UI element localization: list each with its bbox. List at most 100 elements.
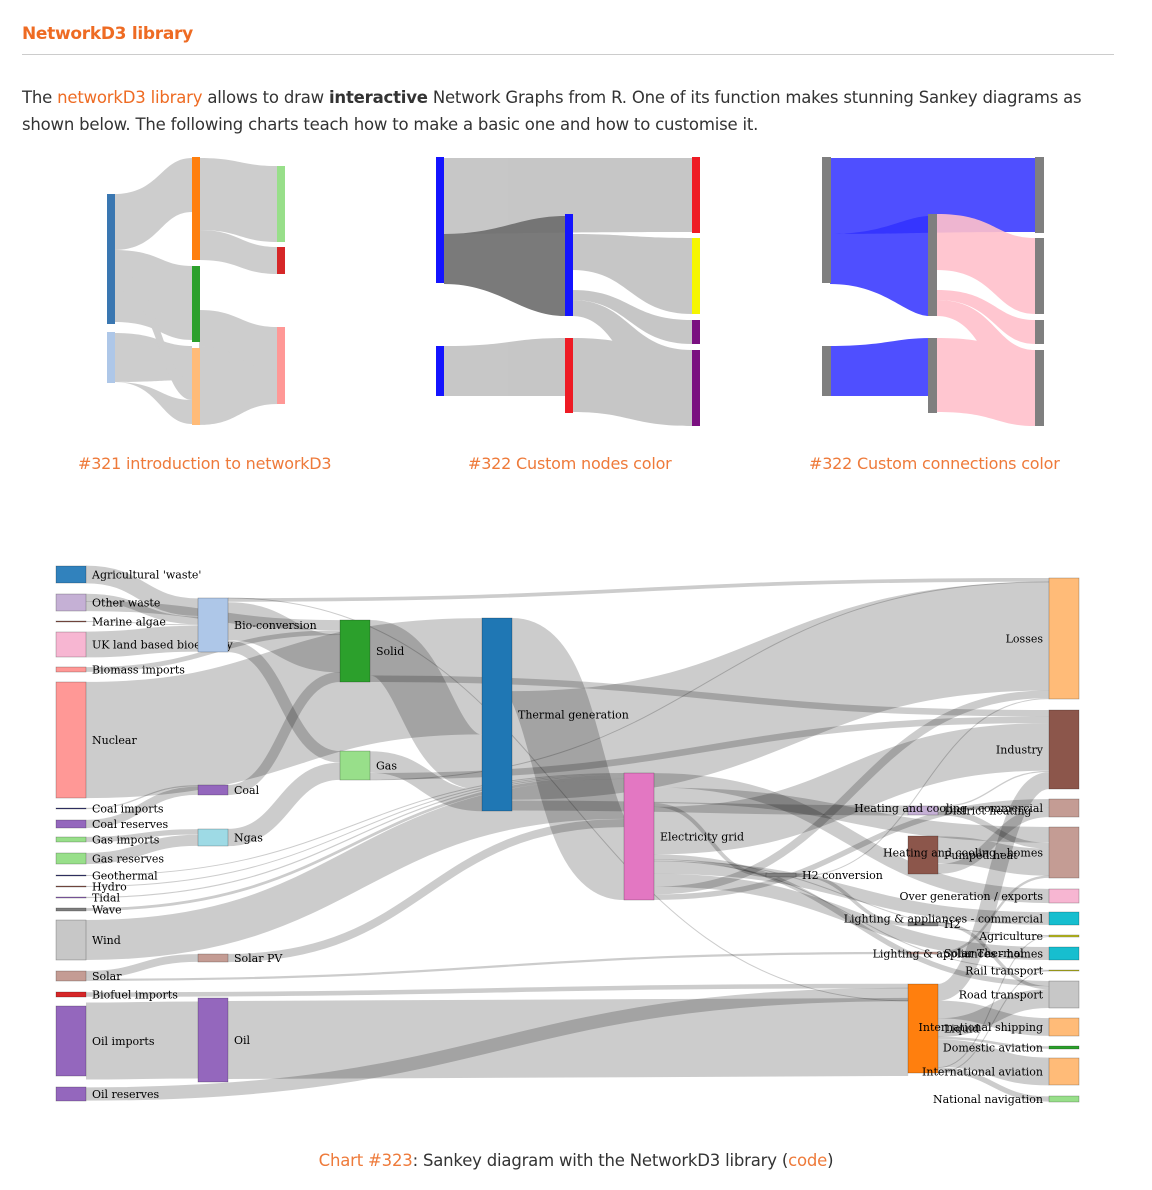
sankey-link[interactable] (653, 860, 1050, 971)
sankey-node-rect[interactable] (907, 805, 939, 816)
sankey-link[interactable] (85, 773, 625, 887)
sankey-node[interactable]: Thermal generation (481, 617, 629, 812)
sankey-node[interactable]: Solar (55, 970, 122, 983)
sankey-link[interactable] (937, 770, 1050, 808)
sankey-node-rect[interactable] (1048, 1017, 1080, 1037)
sankey-node-rect[interactable] (1048, 826, 1080, 879)
sankey-link[interactable] (653, 723, 1050, 855)
sankey-node-rect[interactable] (1048, 1057, 1080, 1086)
sankey-node-rect[interactable] (339, 750, 371, 781)
sankey-link[interactable] (227, 602, 341, 673)
sankey-node-rect[interactable] (1048, 798, 1080, 818)
sankey-node-rect[interactable] (907, 921, 939, 927)
sankey-link[interactable] (511, 581, 1050, 800)
sankey-node-rect[interactable] (1048, 888, 1080, 904)
sankey-link[interactable] (937, 1000, 1050, 1036)
sankey-node-rect[interactable] (1048, 1095, 1080, 1103)
sankey-node-rect[interactable] (1048, 577, 1080, 700)
sankey-node-rect[interactable] (339, 619, 371, 683)
sankey-node-rect[interactable] (55, 970, 87, 982)
thumbnail-322-nodes-link[interactable]: #322 Custom nodes color (468, 454, 672, 473)
sankey-node-rect[interactable] (197, 784, 229, 796)
sankey-node-rect[interactable] (1048, 1045, 1080, 1050)
sankey-node[interactable]: Agriculture (978, 930, 1080, 943)
sankey-node[interactable]: Oil (197, 997, 251, 1083)
sankey-node[interactable]: Liquid (907, 983, 980, 1074)
sankey-link[interactable] (85, 776, 625, 911)
sankey-node[interactable]: Gas reserves (55, 852, 164, 865)
sankey-node-rect[interactable] (55, 874, 87, 877)
sankey-node-rect[interactable] (765, 872, 797, 878)
sankey-link[interactable] (653, 859, 1050, 937)
sankey-node[interactable]: Hydro (55, 880, 127, 893)
sankey-node[interactable]: Domestic aviation (943, 1041, 1080, 1054)
sankey-node-rect[interactable] (55, 807, 87, 810)
sankey-node-rect[interactable] (907, 983, 939, 1074)
sankey-link[interactable] (937, 836, 1050, 876)
sankey-node-rect[interactable] (55, 907, 87, 912)
sankey-link[interactable] (653, 690, 1050, 895)
sankey-node-rect[interactable] (55, 565, 87, 584)
sankey-link[interactable] (369, 751, 483, 812)
sankey-node-rect[interactable] (1048, 969, 1080, 972)
sankey-node[interactable]: Heating and cooling - homes (883, 826, 1080, 879)
sankey-node[interactable]: Tidal (55, 891, 120, 904)
sankey-node-rect[interactable] (55, 1005, 87, 1077)
sankey-node-rect[interactable] (623, 772, 655, 901)
sankey-link[interactable] (937, 1036, 1050, 1049)
sankey-node[interactable]: Marine algae (55, 615, 166, 628)
sankey-node[interactable]: Biofuel imports (55, 988, 178, 1001)
sankey-link[interactable] (85, 834, 199, 865)
sankey-link[interactable] (366, 620, 486, 790)
sankey-link[interactable] (85, 1001, 199, 1080)
sankey-node[interactable]: Coal (197, 784, 260, 797)
sankey-node[interactable]: Solar PV (197, 952, 283, 965)
sankey-node-rect[interactable] (1048, 709, 1080, 790)
thumbnail-321-link[interactable]: #321 introduction to networkD3 (78, 454, 332, 473)
sankey-link[interactable] (937, 875, 1050, 955)
sankey-node-rect[interactable] (481, 617, 513, 812)
sankey-node[interactable]: Coal reserves (55, 818, 169, 831)
sankey-link[interactable] (85, 987, 909, 1101)
sankey-node[interactable]: Rail transport (965, 964, 1080, 977)
sankey-node[interactable]: Coal imports (55, 802, 164, 815)
sankey-link[interactable] (85, 983, 909, 997)
sankey-node[interactable]: Oil reserves (55, 1086, 159, 1102)
sankey-node[interactable]: Lighting & appliances - commercial (844, 911, 1080, 925)
thumbnail-322-nodes[interactable] (430, 150, 730, 435)
thumbnail-321[interactable] (100, 150, 400, 435)
sankey-node[interactable]: Gas imports (55, 833, 160, 846)
sankey-node[interactable]: District heating (907, 804, 1031, 817)
sankey-link[interactable] (85, 593, 199, 625)
sankey-link[interactable] (227, 997, 909, 1080)
sankey-link[interactable] (937, 936, 1050, 1069)
sankey-link[interactable] (227, 762, 341, 847)
sankey-node-rect[interactable] (197, 828, 229, 847)
sankey-node[interactable]: Wind (55, 919, 121, 961)
sankey-node[interactable]: Agricultural 'waste' (55, 565, 201, 584)
sankey-node[interactable]: Over generation / exports (899, 888, 1080, 904)
sankey-node-rect[interactable] (197, 997, 229, 1083)
sankey-link[interactable] (653, 873, 1050, 960)
sankey-link[interactable] (937, 970, 1050, 1074)
sankey-node-rect[interactable] (55, 1086, 87, 1102)
sankey-link[interactable] (653, 798, 1050, 900)
networkd3-library-link[interactable]: networkD3 library (57, 88, 203, 107)
sankey-node-rect[interactable] (55, 919, 87, 961)
sankey-node-rect[interactable] (907, 835, 939, 875)
sankey-node-rect[interactable] (55, 852, 87, 865)
sankey-link[interactable] (85, 775, 625, 899)
sankey-link[interactable] (227, 671, 341, 796)
sankey-node-rect[interactable] (55, 666, 87, 673)
sankey-link[interactable] (500, 618, 636, 901)
sankey-node[interactable]: Road transport (959, 980, 1080, 1009)
sankey-node[interactable]: National navigation (933, 1093, 1080, 1106)
sankey-node-rect[interactable] (55, 631, 87, 658)
sankey-link[interactable] (937, 807, 1050, 874)
sankey-link[interactable] (937, 1067, 1050, 1102)
sankey-link[interactable] (85, 625, 199, 658)
sankey-node[interactable]: International aviation (922, 1057, 1080, 1086)
sankey-node[interactable]: Other waste (55, 593, 160, 612)
sankey-link[interactable] (85, 951, 909, 981)
sankey-node-rect[interactable] (55, 885, 87, 888)
